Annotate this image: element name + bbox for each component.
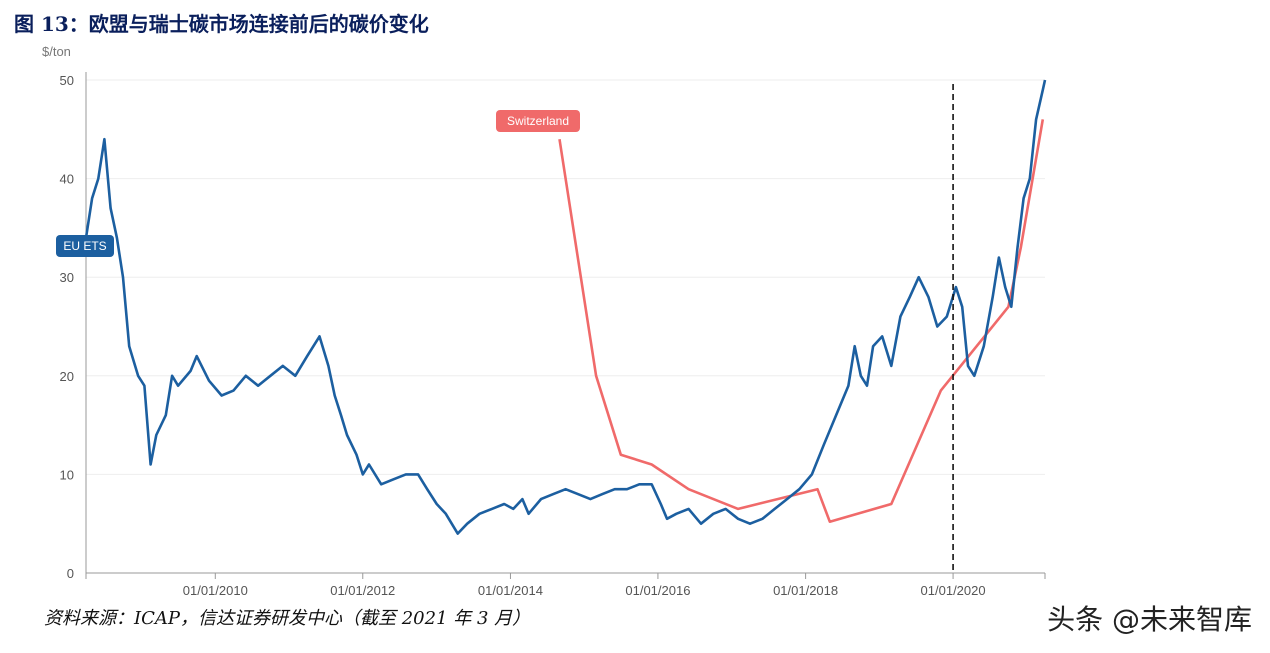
x-tick-label: 01/01/2012 [330,583,395,598]
series-line-switzerland [558,119,1045,523]
x-tick-label: 01/01/2016 [625,583,690,598]
watermark: 头条 @未来智库 [1047,603,1252,636]
series-label-tag-eu-ets [56,235,114,257]
source-note: 资料来源：ICAP，信达证券研发中心（截至 2021 年 3 月） [44,608,531,629]
series-label-switzerland: Switzerland [507,114,569,128]
y-axis-unit: $/ton [42,44,71,59]
figure-title: 图 13：欧盟与瑞士碳市场连接前后的碳价变化 [14,12,429,36]
x-tick-label: 01/01/2020 [921,583,986,598]
series-line-eu-ets [84,79,1047,535]
y-tick-label: 0 [67,566,74,581]
y-tick-label: 30 [60,270,74,285]
x-tick-label: 01/01/2014 [478,583,543,598]
y-tick-label: 20 [60,369,74,384]
y-tick-label: 40 [60,172,74,187]
x-tick-label: 01/01/2010 [183,583,248,598]
line-chart: 0 10 20 30 40 50 01/01/2010 01/01/2012 01/01/201… [56,72,1047,598]
series-label-tag-switzerland [496,110,580,132]
series-label-eu-ets: EU ETS [63,239,106,253]
y-tick-label: 50 [60,73,74,88]
y-tick-label: 10 [60,467,74,482]
x-tick-label: 01/01/2018 [773,583,838,598]
